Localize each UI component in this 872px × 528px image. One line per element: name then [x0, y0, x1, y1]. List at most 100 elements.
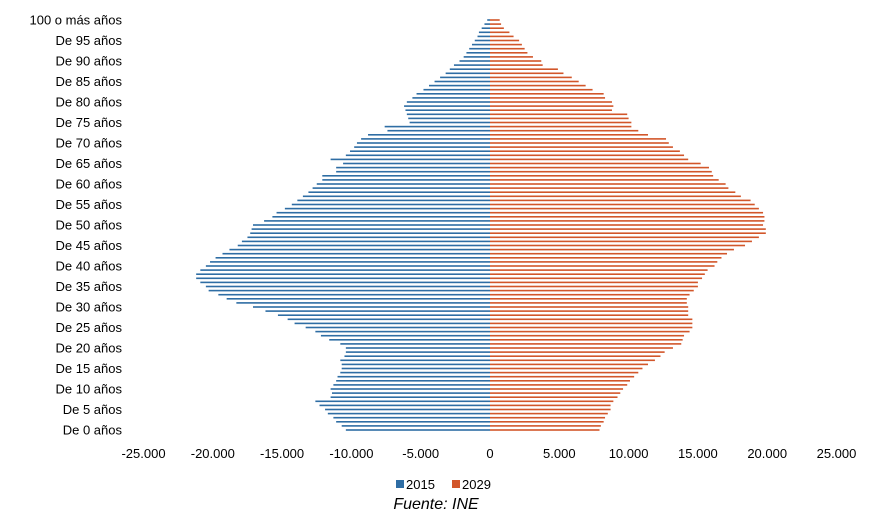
bar-2015-age-79: [404, 105, 490, 107]
bar-2029-age-36: [490, 281, 698, 284]
y-tick-label: De 65 años: [56, 156, 123, 171]
bar-2029-age-19: [490, 351, 665, 353]
bar-2015-age-60: [316, 183, 490, 185]
bar-2015-age-38: [196, 273, 490, 275]
bar-2029-age-7: [490, 400, 614, 403]
bar-2029-age-87: [490, 72, 564, 75]
bar-2029-age-3: [490, 416, 606, 419]
bar-2015-age-47: [247, 236, 490, 239]
bar-2015-age-97: [478, 31, 490, 34]
bar-2029-age-99: [490, 23, 502, 25]
bar-2029-age-91: [490, 56, 533, 58]
y-tick-label: De 10 años: [56, 382, 123, 397]
y-tick-label: De 30 años: [56, 300, 123, 315]
bar-2015-age-18: [344, 355, 490, 357]
bar-2029-age-85: [490, 80, 579, 83]
y-tick-label: De 70 años: [56, 136, 123, 151]
bar-2029-age-25: [490, 326, 693, 329]
bar-2015-age-78: [405, 109, 490, 111]
x-tick-label: -10.000: [329, 446, 373, 461]
bar-2029-age-86: [490, 76, 572, 79]
bar-2029-age-62: [490, 175, 714, 177]
bar-2015-age-2: [336, 421, 490, 423]
legend: 2015 2029: [396, 477, 491, 492]
bar-2029-age-35: [490, 285, 698, 288]
bar-2015-age-31: [236, 302, 490, 304]
bar-2029-age-95: [490, 39, 520, 42]
bar-2029-age-44: [490, 248, 734, 251]
bar-2029-age-22: [490, 339, 683, 341]
bar-2015-age-33: [218, 293, 490, 296]
bar-2029-age-98: [490, 27, 504, 29]
bar-2029-age-18: [490, 355, 661, 357]
bar-2015-age-0: [345, 429, 490, 431]
x-tick-label: 10.000: [609, 446, 649, 461]
bar-2015-age-77: [406, 113, 490, 116]
bar-2015-age-72: [368, 134, 490, 136]
bar-2029-age-75: [490, 121, 632, 124]
y-tick-label: De 35 años: [56, 279, 123, 294]
bar-2029-age-30: [490, 306, 689, 308]
y-tick-label: De 60 años: [56, 177, 123, 192]
y-tick-label: De 40 años: [56, 259, 123, 274]
legend-label-2015: 2015: [406, 477, 435, 492]
bar-2029-age-43: [490, 252, 728, 255]
bar-2029-age-54: [490, 207, 759, 210]
bar-2029-age-5: [490, 408, 611, 411]
bar-2015-age-86: [440, 76, 490, 79]
bar-2015-age-88: [449, 68, 490, 70]
x-axis-labels: -25.000 -20.000 -15.000 -10.000 -5.000 0 5.000…: [121, 446, 856, 461]
bar-2015-age-81: [412, 97, 490, 99]
bar-2015-age-22: [329, 339, 490, 341]
y-tick-label: De 5 años: [63, 402, 123, 417]
y-tick-label: De 0 años: [63, 423, 123, 438]
bar-2029-age-64: [490, 166, 709, 169]
bar-2029-age-70: [490, 142, 669, 144]
bar-2015-age-44: [229, 248, 490, 251]
bar-2015-age-74: [384, 125, 490, 128]
bar-2029-age-10: [490, 388, 624, 390]
x-tick-label: 5.000: [543, 446, 576, 461]
bar-2015-age-65: [343, 162, 490, 165]
bar-2029-age-45: [490, 244, 746, 247]
bar-2015-age-29: [265, 310, 490, 312]
bar-2015-age-15: [341, 367, 490, 370]
bar-2015-age-14: [340, 371, 490, 374]
bar-2015-age-83: [423, 88, 490, 91]
bar-2029-age-33: [490, 293, 690, 296]
bar-2015-age-19: [345, 351, 490, 353]
bar-2015-age-8: [330, 396, 490, 398]
bar-2015-age-45: [237, 244, 490, 247]
bar-2015-age-17: [340, 359, 490, 362]
bar-2029-age-97: [490, 31, 510, 34]
bar-2029-age-66: [490, 158, 689, 161]
bar-2029-age-2: [490, 421, 604, 423]
bar-2029-age-88: [490, 68, 558, 70]
x-tick-label: 20.000: [747, 446, 787, 461]
bar-2029-age-32: [490, 298, 687, 300]
bar-2029-age-77: [490, 113, 628, 116]
bar-2015-age-57: [302, 195, 490, 198]
bar-2015-age-66: [330, 158, 490, 161]
bar-2015-age-70: [356, 142, 490, 144]
bar-2015-age-68: [350, 150, 490, 152]
bar-2015-age-94: [471, 43, 490, 46]
bar-2029-age-51: [490, 220, 765, 222]
bar-2029-age-21: [490, 343, 682, 345]
x-tick-label: 15.000: [678, 446, 718, 461]
series-2029-bars: [490, 19, 766, 431]
bar-2015-age-30: [252, 306, 490, 308]
bar-2015-age-9: [331, 392, 490, 394]
bar-2015-age-62: [322, 175, 490, 177]
bar-2015-age-40: [205, 265, 490, 267]
bar-2015-age-48: [250, 232, 490, 234]
bar-2015-age-21: [340, 343, 490, 345]
bar-2029-age-26: [490, 322, 693, 325]
bar-2015-age-41: [210, 261, 490, 263]
bar-2015-age-64: [336, 166, 490, 169]
bar-2029-age-48: [490, 232, 766, 234]
bar-2029-age-17: [490, 359, 655, 362]
y-tick-label: De 50 años: [56, 218, 123, 233]
bar-2015-age-55: [291, 203, 490, 206]
bar-2029-age-76: [490, 117, 629, 120]
